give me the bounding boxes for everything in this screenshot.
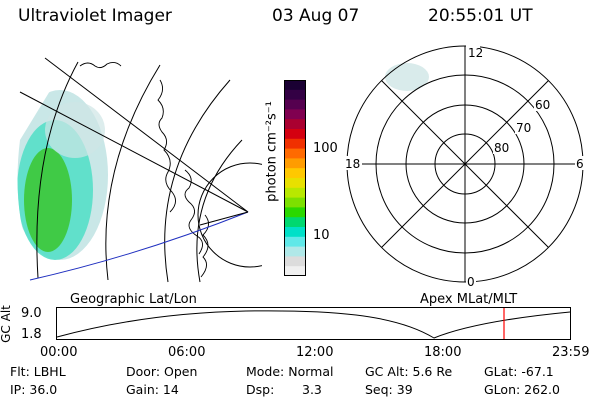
apex-label: Apex MLat/MLT (420, 292, 518, 307)
colorbar-band (284, 197, 306, 208)
colorbar-band (284, 148, 306, 159)
gc-alt-info: GC Alt: 5.6 Re (365, 364, 453, 379)
glon-info: GLon: 262.0 (484, 382, 560, 397)
colorbar-band (284, 119, 306, 130)
geographic-label: Geographic Lat/Lon (70, 292, 197, 307)
seq-info: Seq: 39 (365, 382, 413, 397)
instrument-title: Ultraviolet Imager (18, 6, 172, 26)
coastlines (79, 61, 209, 278)
colorbar-band (284, 89, 306, 101)
colorbar-band (284, 246, 306, 257)
gc-alt-axis-label: GC Alt (0, 305, 13, 343)
orbit-track (29, 211, 249, 281)
colorbar-band (284, 266, 306, 276)
polar-dial: 12 18 6 0 60 70 80 (344, 45, 585, 289)
geo-grid-lines (19, 57, 262, 283)
colorbar-band (284, 109, 306, 120)
time-tick-1800: 18:00 (424, 345, 462, 360)
colorbar-tick-100: 100 (313, 141, 338, 156)
colorbar-band (284, 168, 306, 179)
geographic-map-panel (17, 57, 262, 283)
colorbar-band (284, 80, 306, 91)
time-tick-2359: 23:59 (552, 345, 590, 360)
glow-top (45, 102, 105, 158)
image-time: 20:55:01 UT (428, 6, 533, 26)
mlt-label-6: 6 (576, 157, 584, 171)
time-tick-0600: 06:00 (168, 345, 206, 360)
auroral-glow (17, 90, 108, 260)
mode-info: Mode: Normal (246, 364, 334, 379)
colorbar-band (284, 217, 306, 228)
colorbar (284, 80, 306, 276)
door-info: Door: Open (126, 364, 198, 379)
ip-info: IP: 36.0 (10, 382, 58, 397)
colorbar-tick-10: 10 (313, 228, 330, 243)
alt-tick-low: 1.8 (21, 327, 42, 342)
mlt-label-12: 12 (468, 46, 483, 60)
colorbar-band (284, 236, 306, 248)
alt-tick-high: 9.0 (21, 306, 42, 321)
altitude-curve (56, 310, 571, 339)
mlat-label-80: 80 (494, 141, 509, 155)
colorbar-band (284, 129, 306, 140)
time-tick-0000: 00:00 (40, 345, 78, 360)
colorbar-unit-label: photon cm⁻²s⁻¹ (264, 101, 280, 202)
mlat-label-60: 60 (535, 98, 550, 112)
colorbar-band (284, 207, 306, 218)
colorbar-band (284, 187, 306, 199)
colorbar-band (284, 99, 306, 110)
colorbar-band (284, 158, 306, 169)
mlat-label-70: 70 (516, 121, 531, 135)
glow-core (24, 148, 72, 252)
dsp-label: Dsp: (246, 382, 275, 397)
colorbar-band (284, 256, 306, 267)
glat-info: GLat: -67.1 (484, 364, 554, 379)
altitude-plot (56, 307, 571, 340)
mlt-label-18: 18 (345, 157, 360, 171)
gain-info: Gain: 14 (126, 382, 179, 397)
dsp-value: 3.3 (302, 382, 322, 397)
colorbar-band (284, 138, 306, 150)
colorbar-band (284, 227, 306, 238)
polar-glow (385, 63, 429, 91)
image-date: 03 Aug 07 (272, 6, 360, 26)
time-tick-1200: 12:00 (296, 345, 334, 360)
filter-info: Flt: LBHL (10, 364, 66, 379)
mlt-label-0: 0 (467, 275, 475, 289)
colorbar-band (284, 178, 306, 189)
